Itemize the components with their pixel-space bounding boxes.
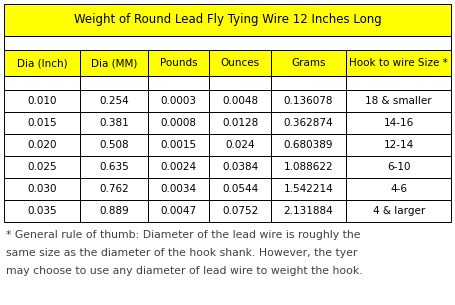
Bar (4, 4, 451, 36)
Bar (209, 90, 271, 112)
Bar (4, 90, 80, 112)
Bar (271, 50, 346, 76)
Bar (148, 76, 209, 90)
Bar (209, 134, 271, 156)
Bar (271, 90, 346, 112)
Bar (346, 178, 451, 200)
Bar (271, 134, 346, 156)
Bar (346, 90, 451, 112)
Text: 4 & larger: 4 & larger (373, 206, 425, 216)
Bar (4, 76, 80, 90)
Text: 0.508: 0.508 (99, 140, 129, 150)
Bar (80, 178, 148, 200)
Text: 0.0024: 0.0024 (161, 162, 197, 172)
Text: 1.542214: 1.542214 (284, 184, 334, 194)
Bar (346, 200, 451, 222)
Bar (148, 200, 209, 222)
Bar (346, 134, 451, 156)
Text: Dia (MM): Dia (MM) (91, 58, 137, 68)
Text: 0.0034: 0.0034 (161, 184, 197, 194)
Text: Dia (Inch): Dia (Inch) (16, 58, 67, 68)
Bar (209, 156, 271, 178)
Text: 0.0008: 0.0008 (161, 118, 197, 128)
Text: 18 & smaller: 18 & smaller (365, 96, 432, 106)
Bar (209, 76, 271, 90)
Text: 2.131884: 2.131884 (284, 206, 334, 216)
Bar (148, 50, 209, 76)
Text: Hook to wire Size *: Hook to wire Size * (349, 58, 448, 68)
Bar (4, 50, 80, 76)
Bar (209, 112, 271, 134)
Bar (209, 50, 271, 76)
Bar (271, 112, 346, 134)
Text: 0.381: 0.381 (99, 118, 129, 128)
Bar (4, 178, 80, 200)
Text: 0.0544: 0.0544 (222, 184, 258, 194)
Bar (148, 112, 209, 134)
Text: 6-10: 6-10 (387, 162, 410, 172)
Text: 0.0384: 0.0384 (222, 162, 258, 172)
Bar (80, 76, 148, 90)
Bar (4, 36, 451, 50)
Text: 0.762: 0.762 (99, 184, 129, 194)
Bar (4, 112, 80, 134)
Bar (148, 90, 209, 112)
Text: Pounds: Pounds (160, 58, 197, 68)
Bar (346, 76, 451, 90)
Bar (80, 90, 148, 112)
Bar (148, 134, 209, 156)
Bar (80, 50, 148, 76)
Text: 0.635: 0.635 (99, 162, 129, 172)
Text: 0.0752: 0.0752 (222, 206, 258, 216)
Bar (209, 200, 271, 222)
Bar (4, 200, 80, 222)
Bar (80, 200, 148, 222)
Bar (271, 76, 346, 90)
Text: 4-6: 4-6 (390, 184, 407, 194)
Text: 0.136078: 0.136078 (284, 96, 334, 106)
Bar (346, 156, 451, 178)
Bar (148, 156, 209, 178)
Text: 0.0048: 0.0048 (222, 96, 258, 106)
Bar (346, 50, 451, 76)
Text: 0.680389: 0.680389 (284, 140, 334, 150)
Text: 0.889: 0.889 (99, 206, 129, 216)
Bar (80, 156, 148, 178)
Bar (4, 134, 80, 156)
Text: 0.025: 0.025 (27, 162, 57, 172)
Bar (4, 156, 80, 178)
Text: 0.020: 0.020 (27, 140, 56, 150)
Text: 0.254: 0.254 (99, 96, 129, 106)
Bar (80, 134, 148, 156)
Text: Ounces: Ounces (221, 58, 260, 68)
Text: 0.015: 0.015 (27, 118, 57, 128)
Bar (80, 112, 148, 134)
Bar (271, 200, 346, 222)
Bar (148, 178, 209, 200)
Text: 14-16: 14-16 (384, 118, 414, 128)
Text: Weight of Round Lead Fly Tying Wire 12 Inches Long: Weight of Round Lead Fly Tying Wire 12 I… (74, 13, 381, 27)
Bar (271, 178, 346, 200)
Text: * General rule of thumb: Diameter of the lead wire is roughly the: * General rule of thumb: Diameter of the… (6, 230, 361, 240)
Text: 0.035: 0.035 (27, 206, 57, 216)
Text: 0.0015: 0.0015 (161, 140, 197, 150)
Text: Grams: Grams (291, 58, 326, 68)
Text: 0.362874: 0.362874 (284, 118, 334, 128)
Text: 0.0003: 0.0003 (161, 96, 197, 106)
Text: may choose to use any diameter of lead wire to weight the hook.: may choose to use any diameter of lead w… (6, 266, 363, 276)
Text: 0.0128: 0.0128 (222, 118, 258, 128)
Text: same size as the diameter of the hook shank. However, the tyer: same size as the diameter of the hook sh… (6, 248, 358, 258)
Text: 12-14: 12-14 (384, 140, 414, 150)
Text: 1.088622: 1.088622 (284, 162, 334, 172)
Text: 0.0047: 0.0047 (161, 206, 197, 216)
Text: 0.024: 0.024 (225, 140, 255, 150)
Text: 0.010: 0.010 (27, 96, 56, 106)
Bar (346, 112, 451, 134)
Bar (271, 156, 346, 178)
Text: 0.030: 0.030 (27, 184, 56, 194)
Bar (209, 178, 271, 200)
